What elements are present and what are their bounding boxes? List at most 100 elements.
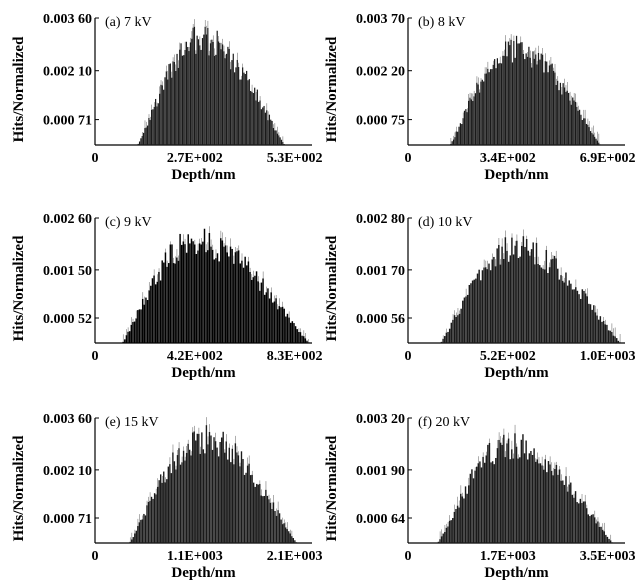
histogram-bar	[278, 135, 280, 145]
histogram-bar	[152, 498, 154, 543]
histogram-bar	[231, 60, 233, 145]
histogram-bar	[469, 473, 472, 543]
panel-title: (d) 10 kV	[418, 215, 472, 230]
x-tick-label: 4.2E+002	[167, 349, 223, 364]
histogram-bar	[234, 72, 236, 145]
histogram-bar	[499, 264, 502, 343]
histogram-bars	[137, 19, 285, 146]
histogram-bar	[183, 55, 185, 145]
histogram-bar	[517, 458, 519, 543]
histogram-bar	[517, 258, 520, 343]
histogram-bar	[585, 123, 588, 145]
histogram-bar	[512, 458, 515, 543]
histogram-bar	[164, 77, 166, 145]
histogram-bar	[132, 537, 134, 543]
y-tick-label: 0.000 71	[43, 512, 92, 527]
histogram-bar	[265, 292, 268, 343]
histogram-bar	[608, 538, 610, 543]
x-tick-label: 5.2E+002	[480, 349, 536, 364]
histogram-bar	[599, 316, 602, 343]
histogram-bar	[494, 266, 497, 343]
histogram-bar	[484, 267, 487, 343]
histogram-bar	[454, 137, 456, 145]
histogram-bar	[167, 466, 169, 543]
histogram-bar	[141, 136, 143, 145]
histogram-bar	[239, 466, 241, 543]
y-tick-label: 0.002 60	[43, 212, 92, 227]
histogram-bar	[574, 101, 577, 145]
histogram-bar	[173, 61, 175, 146]
histogram-bar	[488, 263, 490, 343]
histogram-bar	[532, 242, 534, 343]
histogram-bar	[175, 70, 177, 145]
histogram-bar	[560, 480, 562, 543]
histogram-bar	[276, 133, 279, 145]
histogram-bar	[540, 267, 543, 343]
histogram-bar	[518, 43, 520, 145]
histogram-bar	[513, 40, 515, 145]
histogram-bar	[167, 79, 169, 145]
x-tick-label: 8.3E+002	[267, 349, 323, 364]
histogram-bar	[254, 275, 256, 343]
histogram-bar	[595, 138, 597, 145]
histogram-bar	[184, 460, 186, 543]
histogram-bar	[203, 228, 206, 343]
histogram-bar	[554, 72, 556, 145]
histogram-bar	[270, 119, 272, 145]
histogram-bar	[254, 87, 256, 145]
histogram-bar	[176, 53, 178, 145]
x-tick-label: 0	[405, 349, 412, 364]
histogram-bar	[249, 271, 251, 343]
histogram-bar	[280, 519, 282, 543]
histogram-bar	[221, 240, 224, 343]
histogram-bar	[226, 252, 228, 343]
histogram-bar	[507, 438, 510, 543]
histogram-bar	[244, 256, 246, 343]
histogram-bar	[199, 453, 202, 543]
histogram-bar	[557, 268, 559, 343]
histogram-bar	[528, 46, 530, 145]
x-tick-label: 1.0E+003	[580, 349, 636, 364]
histogram-bar	[228, 256, 230, 343]
histogram-bar	[140, 309, 142, 343]
histogram-bar	[465, 296, 467, 343]
histogram-bar	[542, 268, 544, 343]
histogram-bar	[589, 516, 591, 543]
histogram-bar	[479, 461, 481, 543]
histogram-bar	[169, 63, 171, 145]
y-tick-label: 0.003 70	[356, 12, 405, 27]
histogram-bar	[137, 143, 139, 145]
histogram-bar	[135, 530, 137, 543]
histogram-bar	[236, 251, 238, 343]
histogram-bar	[612, 335, 615, 343]
histogram-bar	[192, 432, 194, 543]
histogram-bar	[220, 49, 222, 145]
histogram-bar	[252, 277, 255, 343]
histogram-bar	[276, 309, 279, 343]
histogram-bar	[591, 132, 593, 145]
histogram-bar	[147, 125, 149, 145]
histogram-bar	[263, 105, 265, 145]
histogram-bar	[181, 462, 183, 543]
histogram-bar	[563, 282, 566, 343]
histogram-bar	[252, 93, 254, 145]
histogram-bar	[253, 482, 255, 543]
histogram-bar	[216, 447, 218, 543]
histogram-bar	[151, 109, 153, 145]
histogram-bar	[522, 236, 525, 343]
x-tick-label: 2.7E+002	[167, 151, 223, 166]
histogram-bar	[233, 263, 235, 343]
histogram-bar	[601, 529, 604, 543]
histogram-bar	[451, 141, 453, 145]
histogram-bar	[581, 289, 584, 343]
histogram-bar	[536, 64, 538, 145]
histogram-bar	[281, 524, 284, 543]
histogram-bar	[254, 486, 256, 543]
histogram-bar	[445, 332, 448, 343]
histogram-bar	[573, 497, 575, 543]
histogram-bar	[614, 336, 616, 343]
histogram-bar	[442, 533, 444, 543]
y-tick-label: 0.000 52	[43, 312, 92, 327]
histogram-bar	[130, 324, 133, 343]
histogram-bar	[184, 49, 186, 145]
